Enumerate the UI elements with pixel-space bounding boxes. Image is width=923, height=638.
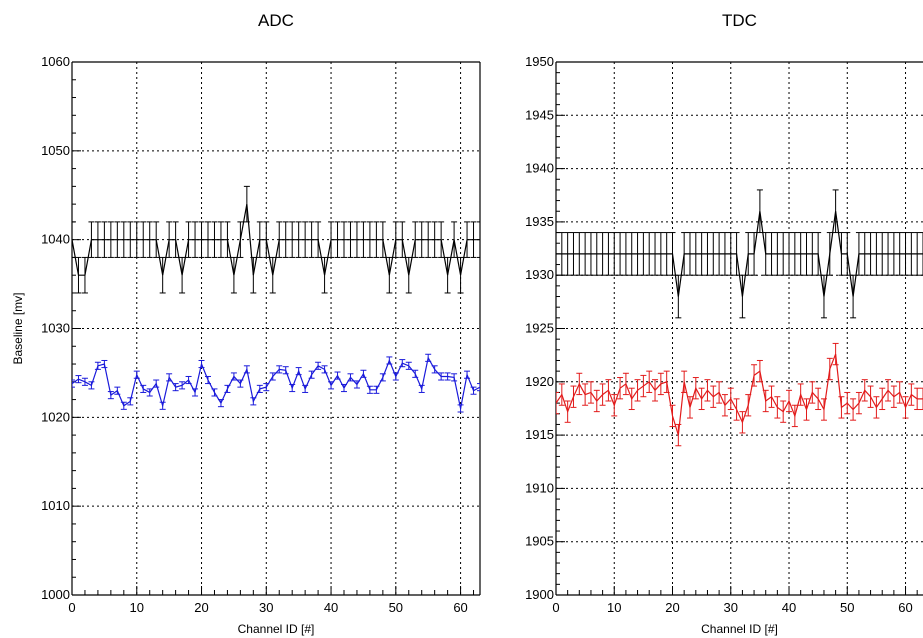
y-tick-label: 1905 <box>525 534 554 549</box>
x-tick-label: 10 <box>607 600 621 615</box>
x-tick-label: 50 <box>840 600 854 615</box>
y-tick-label: 1050 <box>41 143 70 158</box>
y-tick-label: 1925 <box>525 321 554 336</box>
series-1 <box>72 353 480 413</box>
y-tick-label: 1020 <box>41 409 70 424</box>
x-tick-label: 10 <box>130 600 144 615</box>
x-axis-label: Channel ID [#] <box>701 622 778 636</box>
y-tick-label: 1930 <box>525 267 554 282</box>
y-tick-label: 1915 <box>525 427 554 442</box>
x-tick-label: 30 <box>724 600 738 615</box>
y-tick-label: 1910 <box>525 480 554 495</box>
y-tick-label: 1040 <box>41 232 70 247</box>
x-tick-label: 30 <box>259 600 273 615</box>
y-tick-label: 1010 <box>41 498 70 513</box>
chart-title: ADC <box>258 11 294 30</box>
chart-title: TDC <box>722 11 757 30</box>
series-0 <box>556 189 923 319</box>
series-line <box>72 204 480 276</box>
x-tick-label: 20 <box>665 600 679 615</box>
y-tick-label: 1900 <box>525 587 554 602</box>
plot-area <box>556 189 923 447</box>
y-axis-label: Baseline [mv] <box>11 292 25 364</box>
y-tick-label: 1945 <box>525 107 554 122</box>
y-tick-label: 1030 <box>41 321 70 336</box>
y-tick-label: 1000 <box>41 587 70 602</box>
series-line <box>556 211 923 297</box>
y-tick-label: 1935 <box>525 214 554 229</box>
series-line <box>72 356 480 409</box>
y-tick-label: 1060 <box>41 54 70 69</box>
x-axis-label: Channel ID [#] <box>238 622 315 636</box>
x-tick-label: 0 <box>68 600 75 615</box>
plot-area <box>72 185 480 413</box>
x-tick-label: 0 <box>552 600 559 615</box>
x-tick-label: 50 <box>389 600 403 615</box>
y-tick-label: 1940 <box>525 161 554 176</box>
series-0 <box>72 185 480 294</box>
y-tick-label: 1950 <box>525 54 554 69</box>
tdc-chart: TDC 0 10 20 30 40 50 60 1900 1905 1910 1915 1920 1925… <box>525 11 923 636</box>
x-tick-label: 40 <box>782 600 796 615</box>
x-tick-label: 60 <box>898 600 912 615</box>
x-tick-label: 40 <box>324 600 338 615</box>
x-tick-label: 60 <box>453 600 467 615</box>
y-tick-label: 1920 <box>525 374 554 389</box>
x-tick-label: 20 <box>194 600 208 615</box>
series-line <box>556 353 923 436</box>
series-1 <box>556 342 923 447</box>
